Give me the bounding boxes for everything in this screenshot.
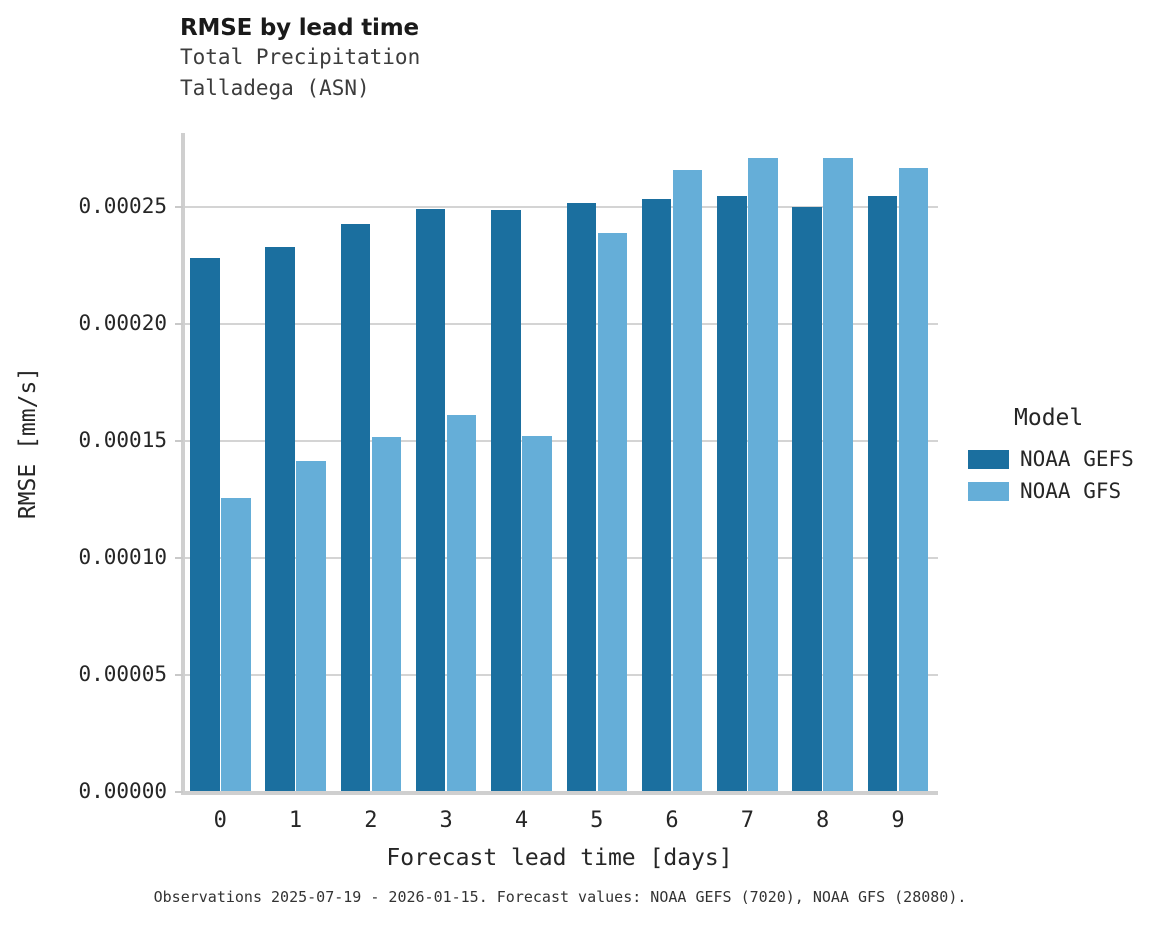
x-axis-title: Forecast lead time [days] (386, 845, 733, 871)
x-axis-tick-label: 5 (590, 808, 604, 833)
y-axis-title: RMSE [mm/s] (15, 366, 41, 520)
title-block: RMSE by lead time Total Precipitation Ta… (180, 14, 880, 104)
legend-title: Model (1014, 405, 1084, 431)
bar[interactable] (446, 415, 477, 791)
y-axis-tick-label: 0.00005 (78, 661, 167, 686)
gridline (185, 556, 938, 559)
y-axis-tick-label: 0.00010 (78, 544, 167, 569)
y-axis-tick (175, 556, 183, 559)
x-axis-tick-label: 3 (439, 808, 453, 833)
bar[interactable] (898, 168, 929, 791)
bar[interactable] (717, 196, 747, 791)
y-axis-tick (175, 439, 183, 442)
y-axis-tick-labels: 0.00000 0.00005 0.00010 0.00015 0.00020 0.000… (0, 133, 167, 801)
bar[interactable] (415, 208, 446, 791)
gridline (185, 439, 938, 442)
y-axis-tick-label: 0.00015 (78, 427, 167, 452)
legend-label: NOAA GFS (1020, 479, 1122, 503)
bar[interactable] (792, 207, 822, 791)
gridline (185, 205, 938, 208)
bar[interactable] (340, 223, 371, 791)
bar[interactable] (522, 436, 552, 791)
bar[interactable] (190, 257, 220, 791)
bar[interactable] (672, 170, 703, 791)
y-axis-tick-label: 0.00000 (78, 779, 167, 803)
bar[interactable] (748, 158, 778, 791)
bar[interactable] (823, 158, 853, 791)
bar[interactable] (221, 497, 251, 791)
bar[interactable] (371, 437, 402, 791)
footer-note: Observations 2025-07-19 - 2026-01-15. Fo… (153, 888, 967, 906)
bar[interactable] (296, 460, 326, 791)
gridline (185, 322, 938, 325)
legend: Model NOAA GEFS NOAA GFS (968, 405, 1175, 507)
y-axis-tick (175, 322, 183, 325)
chart-subtitle-variable: Total Precipitation (180, 45, 421, 69)
bar[interactable] (566, 203, 596, 791)
x-axis-tick-label: 6 (665, 808, 679, 833)
legend-label: NOAA GEFS (1020, 447, 1134, 471)
x-axis-tick-label: 9 (891, 808, 905, 833)
x-axis-tick-label: 2 (364, 808, 378, 833)
x-axis-tick-label: 8 (816, 808, 830, 833)
plot-area (175, 133, 938, 795)
y-axis-tick-label: 0.00025 (78, 193, 167, 218)
x-axis-tick-label: 4 (514, 808, 529, 833)
x-axis-tick-label: 7 (740, 808, 754, 833)
bar[interactable] (265, 246, 295, 791)
bar[interactable] (867, 195, 898, 791)
legend-item[interactable]: NOAA GEFS (968, 443, 1175, 475)
y-axis-tick (175, 673, 183, 676)
x-axis-tick-labels: 0 1 2 3 4 5 6 7 8 9 (181, 808, 938, 838)
chart-subtitle-station: Talladega (ASN) (180, 76, 370, 100)
legend-swatch (968, 449, 1009, 469)
y-axis-line (181, 133, 185, 793)
legend-entries: NOAA GEFS NOAA GFS (968, 443, 1175, 507)
x-axis-tick-label: 0 (213, 808, 227, 833)
x-axis-line (181, 791, 938, 795)
y-axis-tick-label: 0.00020 (78, 310, 167, 335)
bar[interactable] (491, 209, 521, 791)
page-title: RMSE by lead time (180, 15, 419, 41)
legend-item[interactable]: NOAA GFS (968, 475, 1175, 507)
bar[interactable] (641, 198, 672, 791)
legend-swatch (968, 481, 1009, 501)
x-axis-tick-label: 1 (288, 808, 303, 833)
bar[interactable] (597, 232, 627, 791)
y-axis-tick (175, 205, 183, 208)
y-axis-tick (175, 791, 183, 793)
gridline (185, 673, 938, 676)
